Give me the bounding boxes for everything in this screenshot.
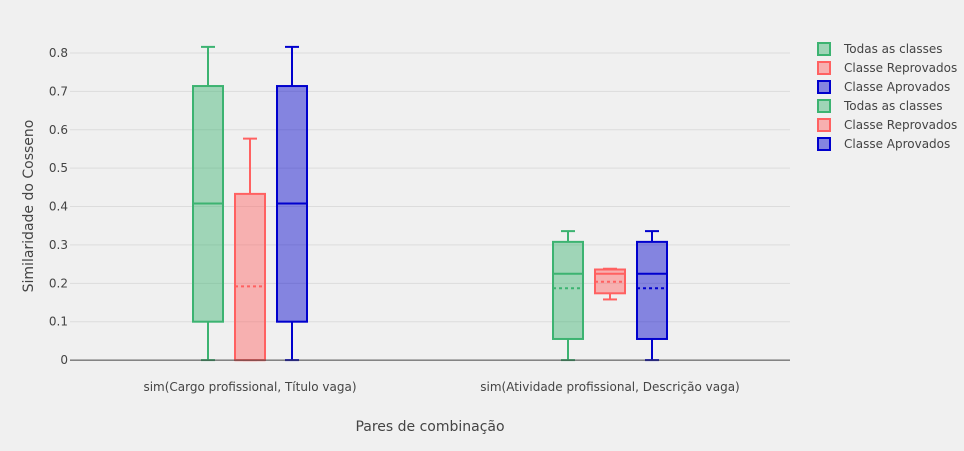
x-axis-title: Pares de combinação: [355, 419, 504, 435]
legend-swatch: [817, 118, 831, 132]
legend-item: Classe Aprovados: [817, 137, 950, 151]
legend-swatch: [817, 42, 831, 56]
y-tick-label: 0.1: [49, 315, 68, 329]
box-iqr: [552, 240, 584, 340]
legend-item: Classe Aprovados: [817, 80, 950, 94]
y-tick-label: 0.4: [49, 200, 68, 214]
x-tick-labels: sim(Cargo profissional, Título vaga) sim(…: [143, 380, 739, 394]
box-1-0: [234, 137, 266, 362]
legend-label: Todas as classes: [843, 99, 943, 113]
box-2-0: [276, 45, 308, 362]
grid-layer: [70, 52, 790, 323]
y-tick-label: 0.3: [49, 238, 68, 252]
y-tick-label: 0.6: [49, 123, 68, 137]
boxes-layer: [192, 45, 668, 362]
box-0-1: [552, 230, 584, 362]
legend-item: Classe Reprovados: [817, 61, 957, 75]
y-tick-label: 0.8: [49, 46, 68, 60]
y-tick-label: 0: [60, 353, 68, 367]
legend-label: Classe Reprovados: [844, 61, 957, 75]
legend-swatch: [817, 80, 831, 94]
x-tick-label: sim(Cargo profissional, Título vaga): [143, 380, 356, 394]
y-tick-label: 0.7: [49, 84, 68, 98]
legend-item: Todas as classes: [817, 42, 943, 56]
legend-swatch: [817, 99, 831, 113]
y-axis-title: Similaridade do Cosseno: [21, 120, 37, 293]
box-iqr: [234, 192, 266, 362]
legend-label: Todas as classes: [843, 42, 943, 56]
legend: Todas as classes Classe Reprovados Classe …: [817, 42, 957, 151]
x-tick-label: sim(Atividade profissional, Descrição va…: [480, 380, 739, 394]
box-iqr: [636, 240, 668, 340]
box-0-0: [192, 45, 224, 362]
y-tick-label: 0.5: [49, 161, 68, 175]
box-2-1: [636, 230, 668, 362]
legend-label: Classe Aprovados: [844, 137, 950, 151]
legend-item: Classe Reprovados: [817, 118, 957, 132]
y-tick-labels: 0 0.1 0.2 0.3 0.4 0.5 0.6 0.7 0.8: [49, 46, 68, 367]
legend-swatch: [817, 137, 831, 151]
legend-label: Classe Reprovados: [844, 118, 957, 132]
legend-label: Classe Aprovados: [844, 80, 950, 94]
y-tick-label: 0.2: [49, 276, 68, 290]
legend-swatch: [817, 61, 831, 75]
box-1-1: [594, 267, 626, 301]
legend-item: Todas as classes: [817, 99, 943, 113]
